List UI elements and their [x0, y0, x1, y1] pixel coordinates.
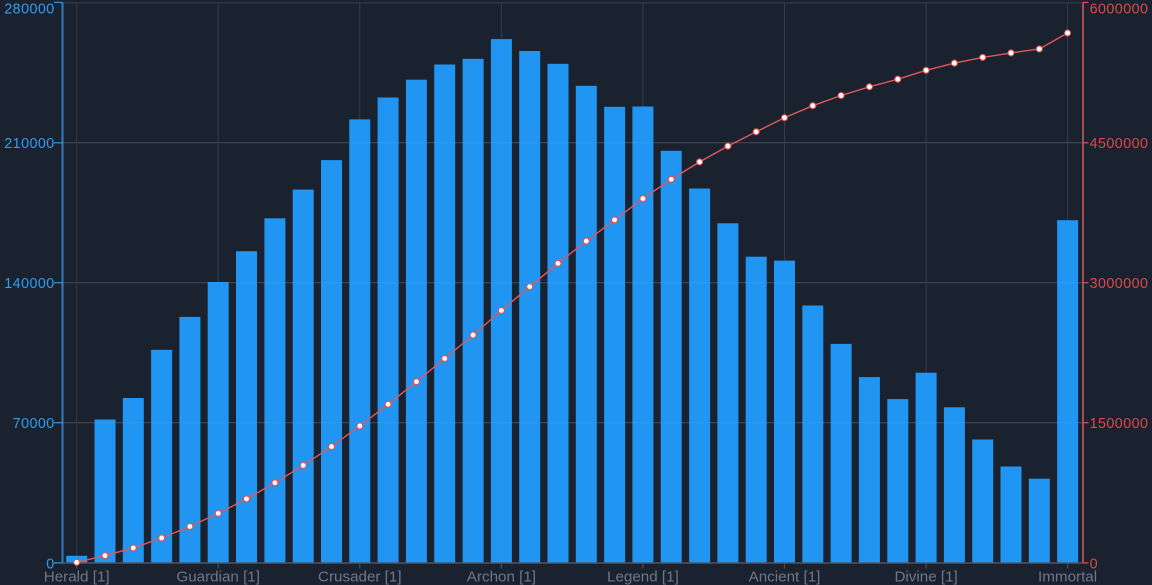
svg-text:210000: 210000	[4, 136, 54, 152]
svg-text:70000: 70000	[13, 416, 55, 432]
svg-text:Herald [1]: Herald [1]	[44, 569, 110, 585]
svg-text:6000000: 6000000	[1090, 2, 1149, 18]
svg-text:280000: 280000	[4, 2, 54, 18]
svg-text:4500000: 4500000	[1090, 136, 1149, 152]
svg-text:0: 0	[46, 556, 54, 572]
svg-text:0: 0	[1090, 556, 1098, 572]
svg-text:1500000: 1500000	[1090, 416, 1149, 432]
svg-text:Guardian [1]: Guardian [1]	[176, 569, 260, 585]
svg-text:Ancient [1]: Ancient [1]	[749, 569, 821, 585]
svg-text:Crusader [1]: Crusader [1]	[318, 569, 402, 585]
svg-text:140000: 140000	[4, 276, 54, 292]
svg-text:Archon [1]: Archon [1]	[467, 569, 536, 585]
svg-text:3000000: 3000000	[1090, 276, 1149, 292]
svg-text:Immortal: Immortal	[1038, 569, 1097, 585]
svg-text:Legend [1]: Legend [1]	[607, 569, 679, 585]
svg-text:Divine [1]: Divine [1]	[894, 569, 957, 585]
